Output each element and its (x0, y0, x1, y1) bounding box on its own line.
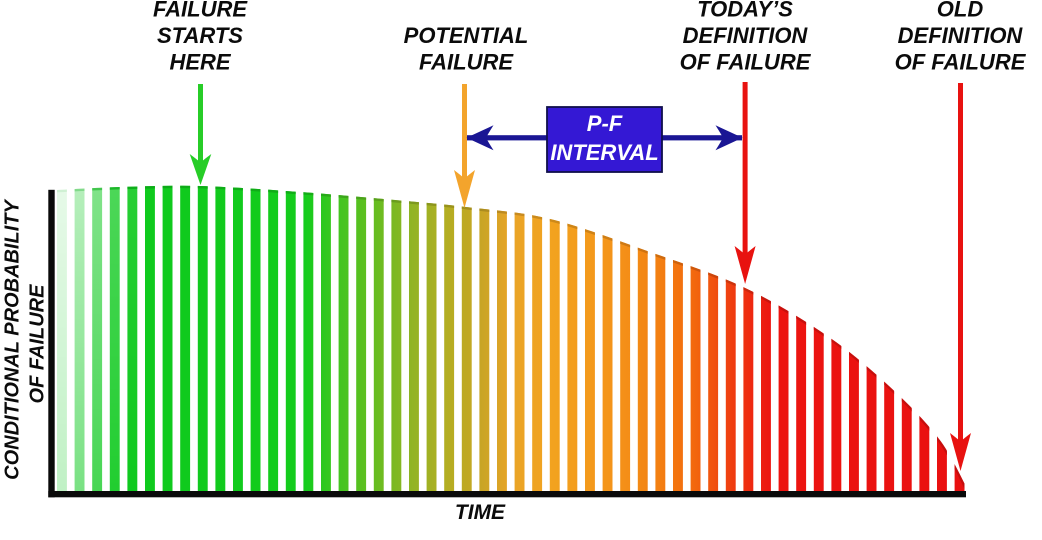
svg-text:OF FAILURE: OF FAILURE (680, 50, 812, 75)
svg-text:HERE: HERE (169, 50, 231, 75)
svg-text:OF FAILURE: OF FAILURE (27, 284, 49, 404)
svg-text:INTERVAL: INTERVAL (550, 140, 658, 165)
svg-text:DEFINITION: DEFINITION (898, 23, 1024, 48)
svg-text:FAILURE: FAILURE (153, 0, 248, 22)
svg-text:STARTS: STARTS (157, 23, 243, 48)
svg-text:DEFINITION: DEFINITION (683, 23, 809, 48)
svg-text:POTENTIAL: POTENTIAL (404, 23, 529, 48)
svg-text:FAILURE: FAILURE (419, 50, 514, 75)
svg-text:CONDITIONAL PROBABILITY: CONDITIONAL PROBABILITY (2, 199, 24, 480)
svg-text:TODAY’S: TODAY’S (697, 0, 793, 22)
svg-text:P-F: P-F (587, 111, 623, 136)
svg-text:OF FAILURE: OF FAILURE (895, 50, 1027, 75)
svg-text:OLD: OLD (937, 0, 984, 22)
svg-text:TIME: TIME (455, 501, 506, 524)
